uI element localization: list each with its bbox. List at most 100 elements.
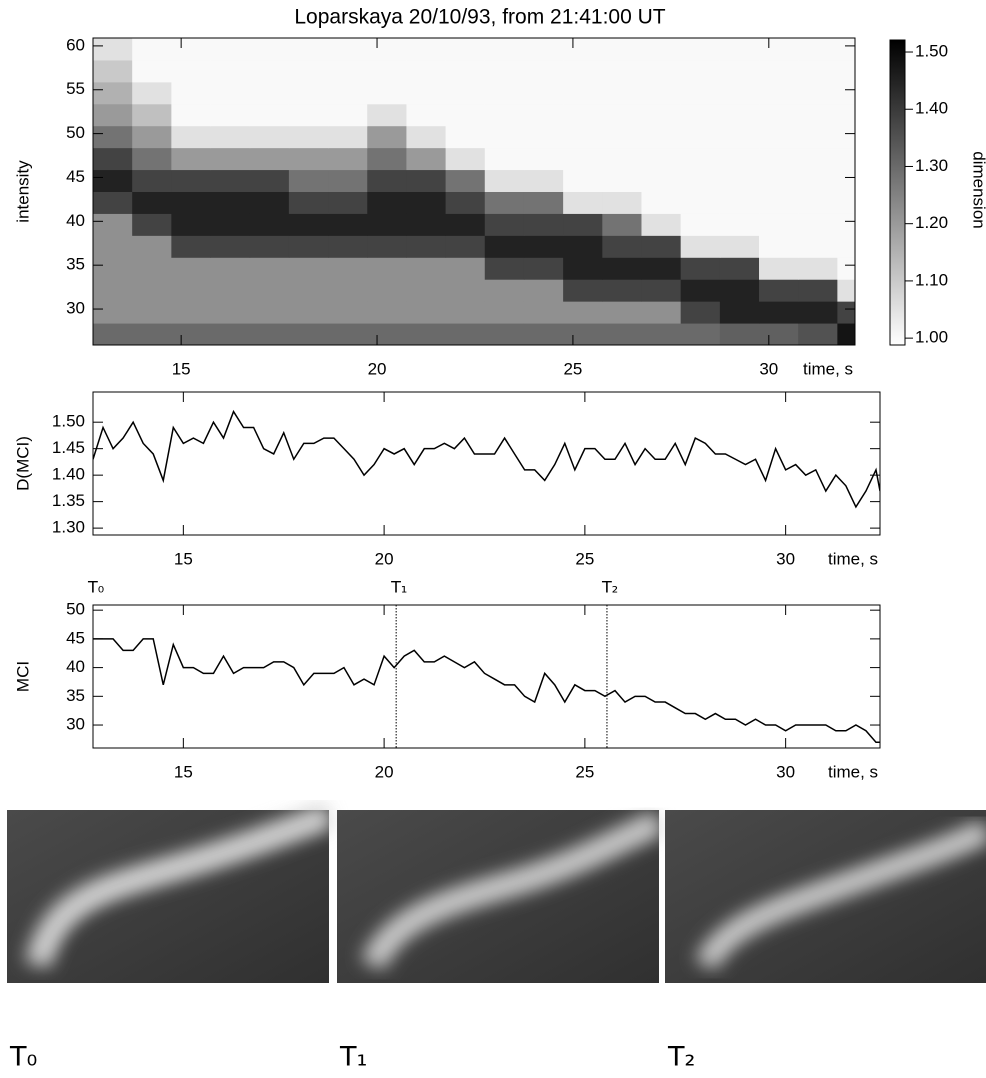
- heatmap-cell: [328, 103, 368, 127]
- y-axis-label: intensity: [13, 160, 32, 223]
- heatmap-cell: [445, 235, 486, 258]
- heatmap-cell: [641, 213, 682, 236]
- camera-frames: [7, 802, 986, 983]
- y-tick-label: 1.50: [52, 412, 85, 431]
- colorbar-tick-label: 1.10: [915, 270, 948, 289]
- heatmap-cell: [563, 125, 603, 149]
- heatmap-cell: [406, 59, 447, 83]
- heatmap-cell: [328, 257, 368, 280]
- heatmap-cell: [523, 213, 564, 236]
- heatmap-cell: [288, 257, 329, 280]
- heatmap-cell: [798, 323, 838, 346]
- heatmap-cell: [249, 147, 290, 171]
- heatmap-cell: [484, 38, 525, 61]
- heatmap-cell: [445, 169, 486, 192]
- heatmap-cell: [680, 81, 721, 105]
- heatmap-cell: [406, 125, 447, 149]
- heatmap-cell: [367, 279, 407, 302]
- y-tick-label: 40: [66, 657, 85, 676]
- heatmap-cell: [759, 279, 799, 302]
- heatmap-cell: [93, 257, 133, 280]
- heatmap-cell: [719, 323, 760, 346]
- colorbar-label: dimension: [970, 151, 986, 229]
- heatmap-cell: [523, 279, 564, 302]
- heatmap-cell: [719, 257, 760, 280]
- heatmap-cell: [641, 125, 682, 149]
- marker-label: T₀: [87, 578, 104, 597]
- heatmap-cell: [484, 81, 525, 105]
- heatmap-cell: [445, 147, 486, 171]
- colorbar-tick-label: 1.50: [915, 42, 948, 61]
- heatmap-cell: [798, 59, 838, 83]
- heatmap-cell: [523, 235, 564, 258]
- heatmap-cell: [249, 323, 290, 346]
- y-tick-label: 30: [66, 715, 85, 734]
- heatmap-cell: [563, 279, 603, 302]
- heatmap-cell: [837, 213, 856, 236]
- heatmap-cell: [837, 235, 856, 258]
- heatmap-cell: [798, 38, 838, 61]
- heatmap-cell: [445, 257, 486, 280]
- heatmap-cell: [641, 301, 682, 324]
- heatmap-cell: [602, 191, 642, 214]
- heatmap-cell: [484, 301, 525, 324]
- heatmap-cell: [328, 213, 368, 236]
- heatmap-cell: [563, 257, 603, 280]
- heatmap-cell: [328, 235, 368, 258]
- heatmap-cell: [523, 191, 564, 214]
- heatmap-cell: [759, 59, 799, 83]
- heatmap-cell: [484, 257, 525, 280]
- heatmap-cell: [523, 125, 564, 149]
- heatmap-cell: [367, 38, 407, 61]
- heatmap-cell: [837, 301, 856, 324]
- heatmap-cell: [523, 81, 564, 105]
- heatmap-cell: [837, 38, 856, 61]
- heatmap-cell: [563, 103, 603, 127]
- heatmap-cell: [563, 301, 603, 324]
- heatmap-cell: [445, 323, 486, 346]
- heatmap-cell: [210, 59, 251, 83]
- heatmap-cell: [837, 81, 856, 105]
- x-tick-label: 30: [776, 549, 795, 568]
- heatmap-cell: [93, 213, 133, 236]
- heatmap-cell: [93, 81, 133, 105]
- heatmap-cell: [759, 38, 799, 61]
- heatmap-cell: [367, 169, 407, 192]
- heatmap-cell: [759, 301, 799, 324]
- heatmap-cell: [445, 191, 486, 214]
- heatmap-cell: [406, 169, 447, 192]
- heatmap-cell: [406, 279, 447, 302]
- y-axis-label: D(MCI): [13, 436, 32, 491]
- heatmap-cell: [132, 125, 172, 149]
- y-tick-label: 50: [66, 600, 85, 619]
- camera-frame: [665, 810, 986, 983]
- heatmap-cell: [641, 59, 682, 83]
- heatmap-cell: [367, 257, 407, 280]
- heatmap-cell: [210, 147, 251, 171]
- x-tick-label: 25: [563, 359, 582, 378]
- heatmap-cell: [719, 235, 760, 258]
- heatmap-cell: [484, 279, 525, 302]
- y-tick-label: 60: [66, 35, 85, 54]
- x-tick-label: 15: [174, 762, 193, 781]
- image-label: T₁: [339, 1042, 367, 1073]
- heatmap-cell: [171, 191, 212, 214]
- heatmap-cell: [602, 103, 642, 127]
- x-axis-label: time, s: [828, 549, 878, 568]
- heatmap-cell: [523, 257, 564, 280]
- heatmap-cell: [719, 81, 760, 105]
- heatmap-cell: [445, 301, 486, 324]
- heatmap-cell: [602, 323, 642, 346]
- heatmap-cell: [602, 301, 642, 324]
- heatmap-cell: [93, 301, 133, 324]
- plot-frame: [92, 604, 881, 749]
- x-tick-label: 25: [575, 762, 594, 781]
- heatmap-cell: [641, 169, 682, 192]
- heatmap-cell: [798, 191, 838, 214]
- heatmap-cell: [288, 169, 329, 192]
- heatmap-cell: [249, 279, 290, 302]
- x-tick-label: 30: [759, 359, 778, 378]
- heatmap-cell: [406, 235, 447, 258]
- heatmap-cell: [759, 323, 799, 346]
- heatmap-cell: [641, 147, 682, 171]
